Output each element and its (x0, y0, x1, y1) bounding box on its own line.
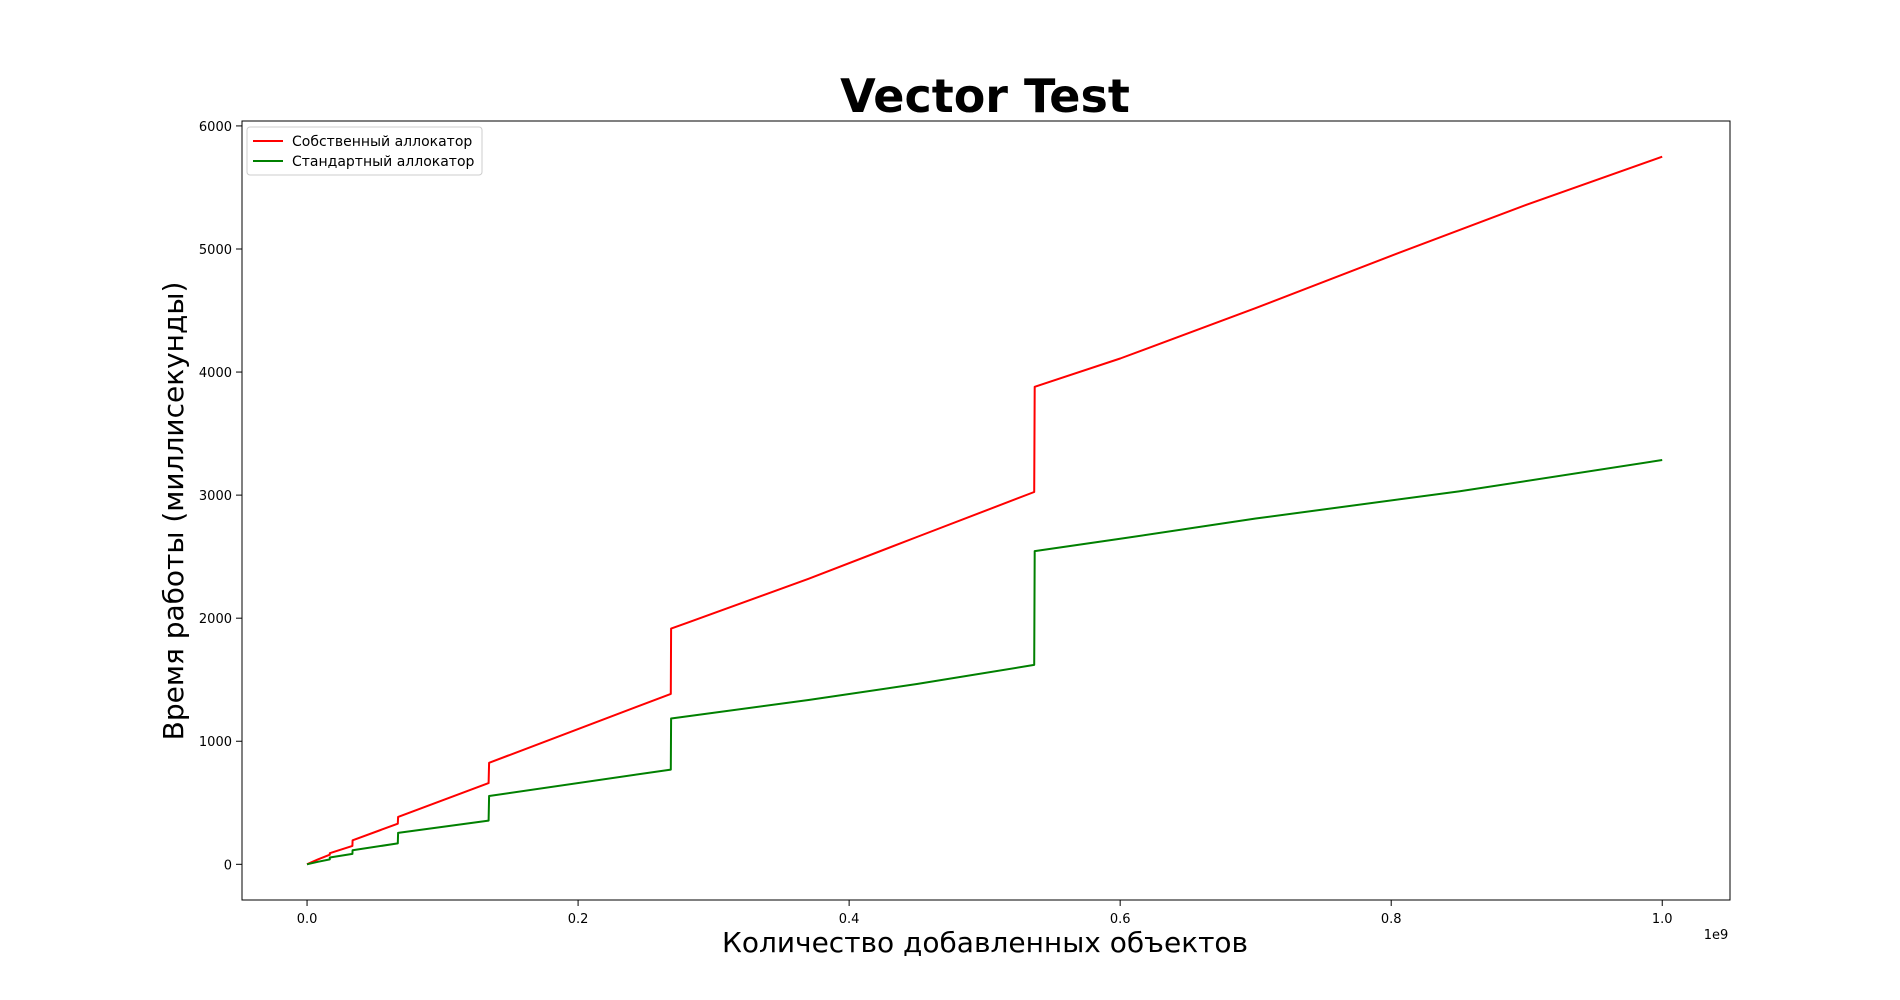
y-axis: 0 1000 2000 3000 4000 5000 6000 (199, 120, 242, 873)
x-tick-label: 0.6 (1110, 912, 1131, 927)
x-tick-label: 0.4 (839, 912, 860, 927)
y-tick-label: 1000 (199, 735, 232, 750)
y-tick-label: 5000 (199, 243, 232, 258)
y-tick-label: 2000 (199, 612, 232, 627)
legend-label-own-allocator: Собственный аллокатор (292, 134, 472, 150)
legend: Собственный аллокатор Стандартный аллока… (246, 126, 483, 176)
x-axis: 0.0 0.2 0.4 0.6 0.8 1.0 (297, 900, 1673, 927)
x-tick-label: 0.0 (297, 912, 318, 927)
series-lines (306, 155, 1663, 866)
y-tick-label: 0 (224, 858, 232, 873)
series-std-allocator-line (306, 459, 1663, 866)
plot-area (241, 120, 1731, 901)
x-tick-label: 0.8 (1381, 912, 1402, 927)
x-tick-label: 1.0 (1652, 912, 1673, 927)
x-axis-offset-label: 1e9 (1704, 928, 1729, 943)
y-axis-label: Время работы (миллисекунды) (157, 282, 190, 741)
x-tick-label: 0.2 (568, 912, 589, 927)
legend-label-std-allocator: Стандартный аллокатор (292, 154, 475, 170)
y-tick-label: 4000 (199, 366, 232, 381)
y-tick-label: 6000 (199, 120, 232, 135)
chart-title: Vector Test (840, 69, 1130, 123)
x-axis-label: Количество добавленных объектов (722, 926, 1248, 959)
series-own-allocator-line (306, 155, 1663, 866)
y-tick-label: 3000 (199, 489, 232, 504)
legend-box (246, 126, 483, 176)
